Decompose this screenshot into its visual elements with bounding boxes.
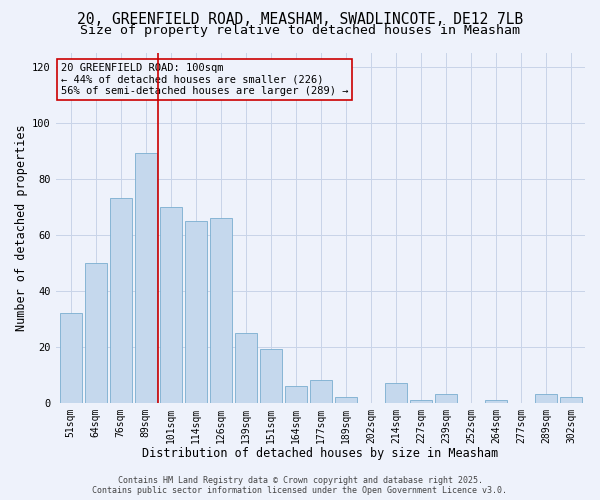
Bar — [110, 198, 132, 402]
Bar — [385, 383, 407, 402]
Text: Size of property relative to detached houses in Measham: Size of property relative to detached ho… — [80, 24, 520, 37]
Bar — [134, 154, 157, 402]
Text: Contains HM Land Registry data © Crown copyright and database right 2025.
Contai: Contains HM Land Registry data © Crown c… — [92, 476, 508, 495]
Bar — [560, 397, 583, 402]
Bar — [410, 400, 433, 402]
Bar — [335, 397, 357, 402]
Bar — [85, 262, 107, 402]
Bar — [160, 206, 182, 402]
Bar — [310, 380, 332, 402]
Text: 20, GREENFIELD ROAD, MEASHAM, SWADLINCOTE, DE12 7LB: 20, GREENFIELD ROAD, MEASHAM, SWADLINCOT… — [77, 12, 523, 28]
Bar — [285, 386, 307, 402]
Bar — [235, 332, 257, 402]
Bar — [59, 313, 82, 402]
Bar — [435, 394, 457, 402]
X-axis label: Distribution of detached houses by size in Measham: Distribution of detached houses by size … — [142, 447, 499, 460]
Bar — [209, 218, 232, 402]
Text: 20 GREENFIELD ROAD: 100sqm
← 44% of detached houses are smaller (226)
56% of sem: 20 GREENFIELD ROAD: 100sqm ← 44% of deta… — [61, 63, 349, 96]
Bar — [185, 220, 207, 402]
Y-axis label: Number of detached properties: Number of detached properties — [15, 124, 28, 331]
Bar — [535, 394, 557, 402]
Bar — [260, 350, 282, 403]
Bar — [485, 400, 508, 402]
